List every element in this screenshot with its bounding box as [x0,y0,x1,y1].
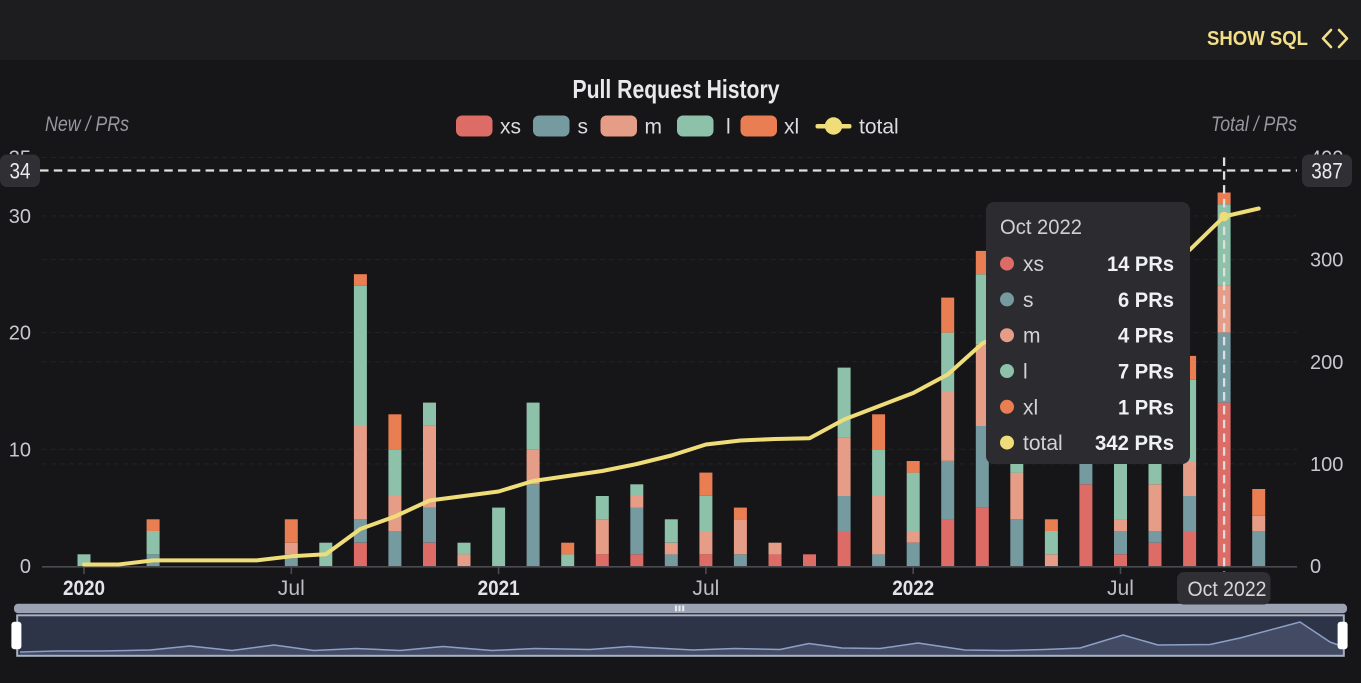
svg-text:387: 387 [1311,159,1343,184]
svg-text:20: 20 [9,323,31,345]
svg-text:0: 0 [1310,556,1321,578]
svg-text:Pull Request History: Pull Request History [573,74,780,104]
svg-text:total: total [859,116,899,139]
svg-text:Jul: Jul [1107,577,1134,600]
svg-text:Total / PRs: Total / PRs [1211,113,1297,136]
svg-text:Jul: Jul [692,577,719,600]
svg-text:xl: xl [784,116,799,139]
svg-text:1 PRs: 1 PRs [1118,395,1174,419]
svg-text:4 PRs: 4 PRs [1118,324,1174,348]
svg-text:total: total [1023,432,1063,455]
svg-text:Jul: Jul [278,577,305,600]
svg-text:200: 200 [1310,352,1343,374]
svg-text:300: 300 [1310,250,1343,272]
svg-text:10: 10 [9,439,31,461]
svg-text:2020: 2020 [63,577,105,600]
svg-text:100: 100 [1310,454,1343,476]
svg-text:Oct 2022: Oct 2022 [1000,216,1082,239]
svg-text:xs: xs [1023,253,1044,276]
svg-text:342 PRs: 342 PRs [1095,431,1174,455]
svg-text:New / PRs: New / PRs [45,113,129,136]
svg-text:l: l [1023,361,1028,384]
svg-text:s: s [1023,289,1034,312]
svg-text:14 PRs: 14 PRs [1107,252,1174,276]
svg-text:7 PRs: 7 PRs [1118,360,1174,384]
svg-text:Oct 2022: Oct 2022 [1188,578,1267,601]
svg-text:xl: xl [1023,396,1038,419]
svg-text:SHOW SQL: SHOW SQL [1207,28,1308,50]
svg-text:l: l [726,116,731,139]
svg-text:2022: 2022 [892,577,934,600]
svg-text:s: s [578,116,589,139]
svg-text:0: 0 [20,556,31,578]
svg-text:xs: xs [500,116,521,139]
svg-text:30: 30 [9,206,31,228]
svg-text:6 PRs: 6 PRs [1118,288,1174,312]
svg-text:2021: 2021 [478,577,520,600]
svg-text:m: m [645,116,663,139]
svg-text:34: 34 [10,159,31,184]
svg-text:m: m [1023,325,1041,348]
